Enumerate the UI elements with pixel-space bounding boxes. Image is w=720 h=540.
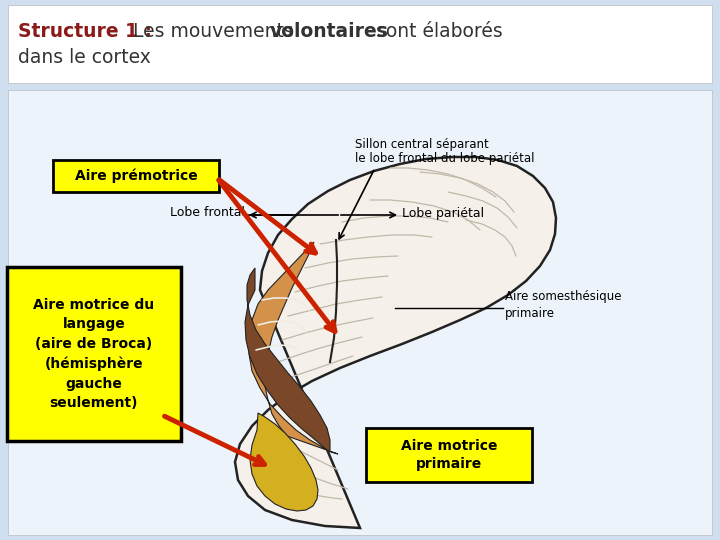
FancyBboxPatch shape xyxy=(8,90,712,535)
Text: Sillon central séparant: Sillon central séparant xyxy=(355,138,489,151)
Text: sont élaborés: sont élaborés xyxy=(370,22,503,41)
Text: Les mouvements: Les mouvements xyxy=(133,22,300,41)
Text: Structure 1 :: Structure 1 : xyxy=(18,22,158,41)
Text: le lobe frontal du lobe pariétal: le lobe frontal du lobe pariétal xyxy=(355,152,534,165)
Text: Aire motrice
primaire: Aire motrice primaire xyxy=(401,439,498,471)
Polygon shape xyxy=(250,413,318,511)
FancyBboxPatch shape xyxy=(8,5,712,83)
Text: Lobe frontal: Lobe frontal xyxy=(170,206,245,219)
Polygon shape xyxy=(235,157,556,528)
Text: Aire prémotrice: Aire prémotrice xyxy=(75,168,197,183)
FancyBboxPatch shape xyxy=(7,267,181,441)
FancyBboxPatch shape xyxy=(53,160,219,192)
FancyBboxPatch shape xyxy=(366,428,532,482)
Polygon shape xyxy=(245,268,330,452)
Text: Aire somesthésique
primaire: Aire somesthésique primaire xyxy=(505,290,621,320)
Text: volontaires: volontaires xyxy=(270,22,389,41)
Text: Lobe pariétal: Lobe pariétal xyxy=(402,206,484,219)
Text: dans le cortex: dans le cortex xyxy=(18,48,151,67)
Polygon shape xyxy=(249,242,338,454)
Text: Aire motrice du
langage
(aire de Broca)
(hémisphère
gauche
seulement): Aire motrice du langage (aire de Broca) … xyxy=(33,298,155,410)
